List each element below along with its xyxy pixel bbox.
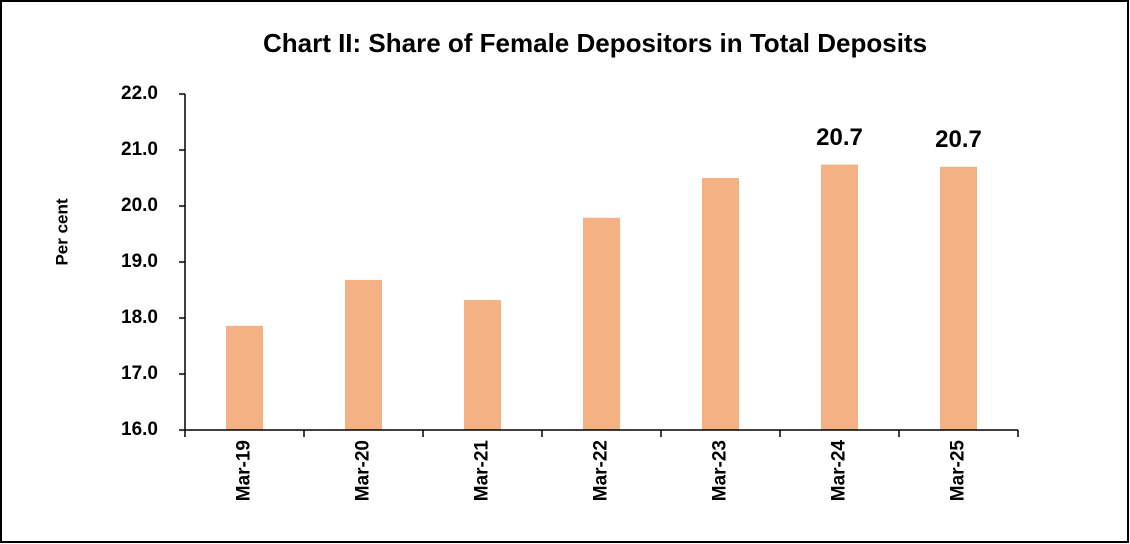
data-label: 20.7 <box>816 124 863 151</box>
y-tick-label: 16.0 <box>121 419 158 440</box>
x-tick-label: Mar-21 <box>472 440 493 502</box>
y-tick-label: 21.0 <box>121 139 158 160</box>
bar <box>821 164 858 430</box>
y-tick-label: 18.0 <box>121 307 158 328</box>
y-tick-label: 20.0 <box>121 195 158 216</box>
y-tick-label: 22.0 <box>121 83 158 104</box>
y-tick-label: 19.0 <box>121 251 158 272</box>
bar <box>940 166 977 431</box>
x-tick-label: Mar-20 <box>353 440 374 501</box>
x-tick-label: Mar-25 <box>948 440 969 502</box>
data-label: 20.7 <box>935 126 982 153</box>
x-tick-label: Mar-22 <box>591 440 612 501</box>
bar <box>226 325 263 430</box>
bar <box>345 279 382 430</box>
y-tick-label: 17.0 <box>121 363 158 384</box>
y-axis-label: Per cent <box>52 198 71 265</box>
x-tick-label: Mar-23 <box>710 440 731 501</box>
x-tick-label: Mar-19 <box>234 440 255 501</box>
bar <box>464 300 501 430</box>
x-tick-label: Mar-24 <box>829 440 850 502</box>
bar <box>702 178 739 430</box>
bar <box>583 217 620 430</box>
chart-title: Chart II: Share of Female Depositors in … <box>263 28 927 58</box>
